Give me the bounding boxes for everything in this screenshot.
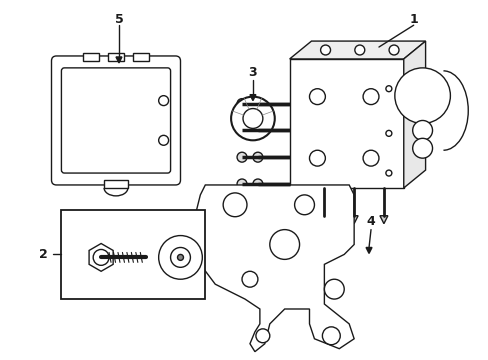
Polygon shape — [89, 243, 113, 271]
Polygon shape — [133, 53, 148, 61]
Circle shape — [242, 271, 257, 287]
Circle shape — [170, 247, 190, 267]
Circle shape — [412, 138, 432, 158]
Text: 1: 1 — [408, 13, 417, 26]
Circle shape — [394, 68, 449, 123]
Circle shape — [324, 279, 344, 299]
Circle shape — [385, 130, 391, 136]
Circle shape — [158, 135, 168, 145]
Polygon shape — [403, 41, 425, 188]
Polygon shape — [320, 216, 327, 224]
Circle shape — [252, 179, 263, 189]
Circle shape — [252, 125, 263, 135]
Polygon shape — [116, 57, 122, 63]
Circle shape — [269, 230, 299, 260]
Circle shape — [309, 150, 325, 166]
Circle shape — [354, 45, 364, 55]
Polygon shape — [249, 95, 255, 100]
Circle shape — [322, 327, 340, 345]
Text: 4: 4 — [366, 215, 375, 228]
Circle shape — [362, 150, 378, 166]
Circle shape — [412, 121, 432, 140]
Polygon shape — [366, 247, 371, 253]
Circle shape — [388, 45, 398, 55]
Circle shape — [385, 86, 391, 92]
Polygon shape — [104, 180, 128, 188]
Polygon shape — [289, 41, 425, 59]
Circle shape — [231, 96, 274, 140]
Circle shape — [252, 152, 263, 162]
Polygon shape — [83, 53, 99, 61]
Circle shape — [93, 249, 109, 265]
Circle shape — [237, 179, 246, 189]
Polygon shape — [108, 53, 123, 61]
Polygon shape — [195, 185, 353, 352]
Text: 2: 2 — [39, 248, 48, 261]
Text: 5: 5 — [114, 13, 123, 26]
Circle shape — [237, 99, 246, 109]
Circle shape — [362, 89, 378, 105]
Polygon shape — [349, 216, 357, 224]
Circle shape — [252, 99, 263, 109]
Polygon shape — [379, 216, 387, 224]
Circle shape — [320, 45, 330, 55]
Circle shape — [243, 109, 263, 129]
Circle shape — [223, 193, 246, 217]
Circle shape — [158, 96, 168, 105]
Circle shape — [158, 235, 202, 279]
Bar — [61, 210, 205, 299]
Circle shape — [294, 195, 314, 215]
FancyBboxPatch shape — [61, 68, 170, 173]
Polygon shape — [289, 59, 403, 188]
Circle shape — [255, 329, 269, 343]
Circle shape — [237, 152, 246, 162]
Circle shape — [177, 255, 183, 260]
FancyBboxPatch shape — [51, 56, 180, 185]
Circle shape — [237, 125, 246, 135]
Circle shape — [385, 170, 391, 176]
Text: 3: 3 — [248, 66, 257, 79]
Circle shape — [309, 89, 325, 105]
